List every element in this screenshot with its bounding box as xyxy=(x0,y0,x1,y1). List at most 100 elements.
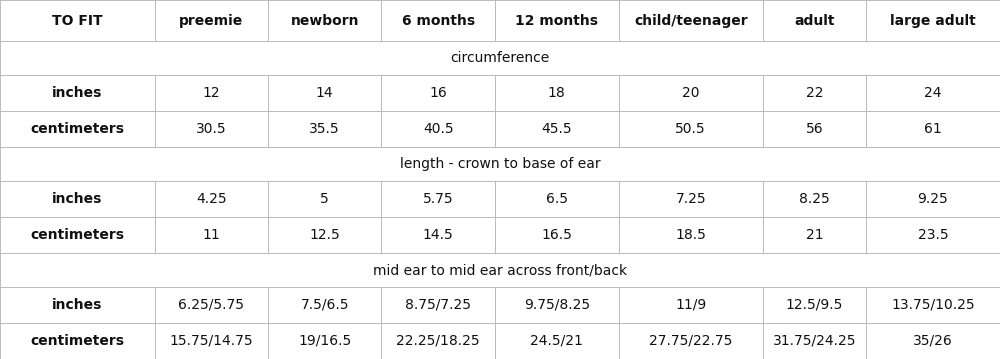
Text: 21: 21 xyxy=(806,228,823,242)
Bar xyxy=(763,323,866,359)
Text: inches: inches xyxy=(52,86,103,100)
Text: large adult: large adult xyxy=(890,14,976,28)
Text: preemie: preemie xyxy=(179,14,243,28)
Bar xyxy=(866,217,1000,253)
Text: 50.5: 50.5 xyxy=(675,122,706,136)
Text: 22: 22 xyxy=(806,86,823,100)
Text: 14.5: 14.5 xyxy=(423,228,454,242)
Bar xyxy=(155,75,268,111)
Bar xyxy=(268,0,381,41)
Bar xyxy=(381,323,495,359)
Bar xyxy=(0,75,155,111)
Bar xyxy=(268,323,381,359)
Bar xyxy=(0,147,1000,181)
Text: 6.25/5.75: 6.25/5.75 xyxy=(178,298,244,312)
Text: 6 months: 6 months xyxy=(402,14,475,28)
Text: 14: 14 xyxy=(316,86,334,100)
Text: 9.75/8.25: 9.75/8.25 xyxy=(524,298,590,312)
Bar xyxy=(495,111,619,147)
Text: 16: 16 xyxy=(429,86,447,100)
Text: 7.25: 7.25 xyxy=(675,192,706,206)
Bar xyxy=(866,111,1000,147)
Text: 6.5: 6.5 xyxy=(546,192,568,206)
Text: 7.5/6.5: 7.5/6.5 xyxy=(300,298,349,312)
Text: inches: inches xyxy=(52,298,103,312)
Text: centimeters: centimeters xyxy=(30,334,124,348)
Bar xyxy=(0,41,1000,75)
Text: 40.5: 40.5 xyxy=(423,122,453,136)
Text: 5: 5 xyxy=(320,192,329,206)
Bar xyxy=(495,287,619,323)
Bar xyxy=(381,181,495,217)
Text: 19/16.5: 19/16.5 xyxy=(298,334,351,348)
Text: 11: 11 xyxy=(202,228,220,242)
Text: 61: 61 xyxy=(924,122,942,136)
Text: 13.75/10.25: 13.75/10.25 xyxy=(891,298,975,312)
Text: 15.75/14.75: 15.75/14.75 xyxy=(170,334,253,348)
Bar xyxy=(381,75,495,111)
Text: 23.5: 23.5 xyxy=(918,228,948,242)
Bar xyxy=(495,0,619,41)
Bar xyxy=(155,111,268,147)
Bar xyxy=(495,181,619,217)
Bar xyxy=(763,75,866,111)
Text: 56: 56 xyxy=(806,122,823,136)
Text: adult: adult xyxy=(794,14,835,28)
Bar xyxy=(381,217,495,253)
Text: 30.5: 30.5 xyxy=(196,122,227,136)
Bar xyxy=(381,287,495,323)
Text: 31.75/24.25: 31.75/24.25 xyxy=(773,334,856,348)
Text: inches: inches xyxy=(52,192,103,206)
Text: 18.5: 18.5 xyxy=(675,228,706,242)
Text: mid ear to mid ear across front/back: mid ear to mid ear across front/back xyxy=(373,263,627,277)
Text: 11/9: 11/9 xyxy=(675,298,706,312)
Bar xyxy=(0,0,155,41)
Text: centimeters: centimeters xyxy=(30,122,124,136)
Bar xyxy=(866,287,1000,323)
Bar xyxy=(866,0,1000,41)
Text: TO FIT: TO FIT xyxy=(52,14,103,28)
Text: 12 months: 12 months xyxy=(515,14,598,28)
Bar xyxy=(619,75,763,111)
Bar xyxy=(619,181,763,217)
Bar xyxy=(268,111,381,147)
Text: 12.5: 12.5 xyxy=(309,228,340,242)
Bar xyxy=(763,287,866,323)
Bar xyxy=(866,181,1000,217)
Bar xyxy=(619,323,763,359)
Bar xyxy=(619,287,763,323)
Bar xyxy=(0,181,155,217)
Bar xyxy=(155,0,268,41)
Bar xyxy=(619,0,763,41)
Bar xyxy=(763,181,866,217)
Bar xyxy=(268,287,381,323)
Bar xyxy=(763,217,866,253)
Text: child/teenager: child/teenager xyxy=(634,14,748,28)
Text: 35/26: 35/26 xyxy=(913,334,953,348)
Bar xyxy=(866,323,1000,359)
Text: 24: 24 xyxy=(924,86,942,100)
Bar xyxy=(866,75,1000,111)
Bar xyxy=(0,217,155,253)
Text: 24.5/21: 24.5/21 xyxy=(530,334,583,348)
Text: length - crown to base of ear: length - crown to base of ear xyxy=(400,157,600,171)
Bar xyxy=(619,111,763,147)
Bar xyxy=(0,111,155,147)
Text: 20: 20 xyxy=(682,86,699,100)
Bar xyxy=(381,111,495,147)
Bar xyxy=(268,75,381,111)
Bar xyxy=(268,181,381,217)
Text: 45.5: 45.5 xyxy=(541,122,572,136)
Text: newborn: newborn xyxy=(290,14,359,28)
Text: 12.5/9.5: 12.5/9.5 xyxy=(786,298,843,312)
Text: 9.25: 9.25 xyxy=(918,192,948,206)
Bar xyxy=(155,217,268,253)
Text: 27.75/22.75: 27.75/22.75 xyxy=(649,334,732,348)
Bar xyxy=(619,217,763,253)
Text: centimeters: centimeters xyxy=(30,228,124,242)
Text: circumference: circumference xyxy=(450,51,550,65)
Bar xyxy=(763,0,866,41)
Bar xyxy=(155,181,268,217)
Bar xyxy=(0,287,155,323)
Text: 18: 18 xyxy=(548,86,566,100)
